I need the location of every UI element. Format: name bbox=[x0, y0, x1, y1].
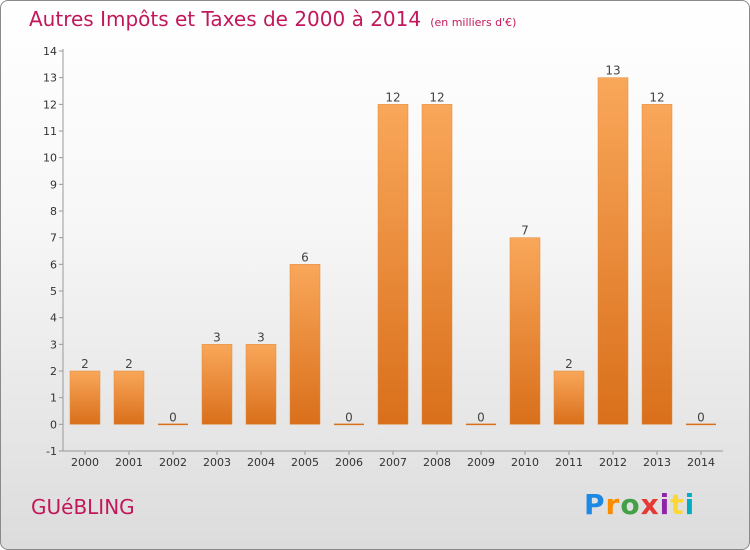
y-tick-label: 9 bbox=[50, 178, 57, 191]
data-label: 12 bbox=[429, 90, 444, 104]
proxiti-logo: Proxiti bbox=[584, 488, 695, 521]
y-tick-label: 13 bbox=[43, 72, 57, 85]
title-subtitle: (en milliers d'€) bbox=[430, 16, 517, 29]
y-tick-label: 5 bbox=[50, 285, 57, 298]
logo-letter: P bbox=[584, 488, 606, 521]
bar bbox=[113, 370, 145, 425]
commune-name: GUéBLING bbox=[31, 495, 135, 519]
x-tick-label: 2011 bbox=[555, 456, 583, 469]
x-tick-label: 2012 bbox=[599, 456, 627, 469]
bar bbox=[553, 370, 585, 425]
bar bbox=[377, 104, 409, 425]
data-label: 12 bbox=[649, 90, 664, 104]
title-main: Autres Impôts et Taxes de 2000 à 2014 bbox=[29, 7, 422, 31]
data-label: 13 bbox=[605, 64, 620, 78]
y-tick-label: 7 bbox=[50, 232, 57, 245]
data-label: 7 bbox=[521, 224, 529, 238]
data-label: 2 bbox=[565, 357, 573, 371]
data-label: 2 bbox=[81, 357, 89, 371]
bar bbox=[69, 370, 101, 425]
x-tick-label: 2010 bbox=[511, 456, 539, 469]
data-label: 12 bbox=[385, 90, 400, 104]
x-tick-label: 2005 bbox=[291, 456, 319, 469]
y-tick-label: 3 bbox=[50, 338, 57, 351]
data-label: 2 bbox=[125, 357, 133, 371]
y-tick-label: 2 bbox=[50, 365, 57, 378]
logo-letter: i bbox=[684, 488, 696, 521]
x-tick-label: 2007 bbox=[379, 456, 407, 469]
data-label: 6 bbox=[301, 250, 309, 264]
bar bbox=[641, 104, 673, 425]
bar bbox=[201, 344, 233, 425]
y-tick-label: 4 bbox=[50, 312, 57, 325]
x-tick-label: 2008 bbox=[423, 456, 451, 469]
x-tick-label: 2002 bbox=[159, 456, 187, 469]
x-tick-label: 2003 bbox=[203, 456, 231, 469]
y-tick-label: 0 bbox=[50, 418, 57, 431]
logo-letter: i bbox=[659, 488, 671, 521]
x-tick-label: 2001 bbox=[115, 456, 143, 469]
bar bbox=[597, 77, 629, 425]
data-label: 3 bbox=[213, 330, 221, 344]
bar bbox=[421, 104, 453, 425]
y-tick-label: 6 bbox=[50, 258, 57, 271]
logo-letter: r bbox=[605, 488, 621, 521]
x-tick-label: 2006 bbox=[335, 456, 363, 469]
y-tick-label: 8 bbox=[50, 205, 57, 218]
y-tick-label: 14 bbox=[43, 45, 57, 58]
chart-title: Autres Impôts et Taxes de 2000 à 2014 (e… bbox=[29, 7, 516, 31]
data-label: 0 bbox=[345, 410, 353, 424]
logo-letter: x bbox=[640, 488, 660, 521]
logo-letter: t bbox=[670, 488, 685, 521]
x-tick-label: 2014 bbox=[687, 456, 715, 469]
x-tick-label: 2013 bbox=[643, 456, 671, 469]
data-label: 0 bbox=[169, 410, 177, 424]
bar bbox=[289, 264, 321, 425]
bar bbox=[245, 344, 277, 425]
x-tick-label: 2004 bbox=[247, 456, 275, 469]
bar bbox=[509, 237, 541, 425]
y-tick-label: -1 bbox=[46, 445, 57, 458]
logo-letter: o bbox=[620, 488, 641, 521]
x-tick-label: 2000 bbox=[71, 456, 99, 469]
y-tick-label: 12 bbox=[43, 98, 57, 111]
data-label: 0 bbox=[697, 410, 705, 424]
data-label: 3 bbox=[257, 330, 265, 344]
data-label: 0 bbox=[477, 410, 485, 424]
y-tick-label: 11 bbox=[43, 125, 57, 138]
y-tick-label: 10 bbox=[43, 152, 57, 165]
y-tick-label: 1 bbox=[50, 392, 57, 405]
x-tick-label: 2009 bbox=[467, 456, 495, 469]
